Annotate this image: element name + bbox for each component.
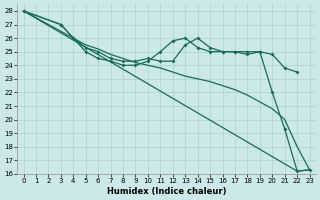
- X-axis label: Humidex (Indice chaleur): Humidex (Indice chaleur): [107, 187, 226, 196]
